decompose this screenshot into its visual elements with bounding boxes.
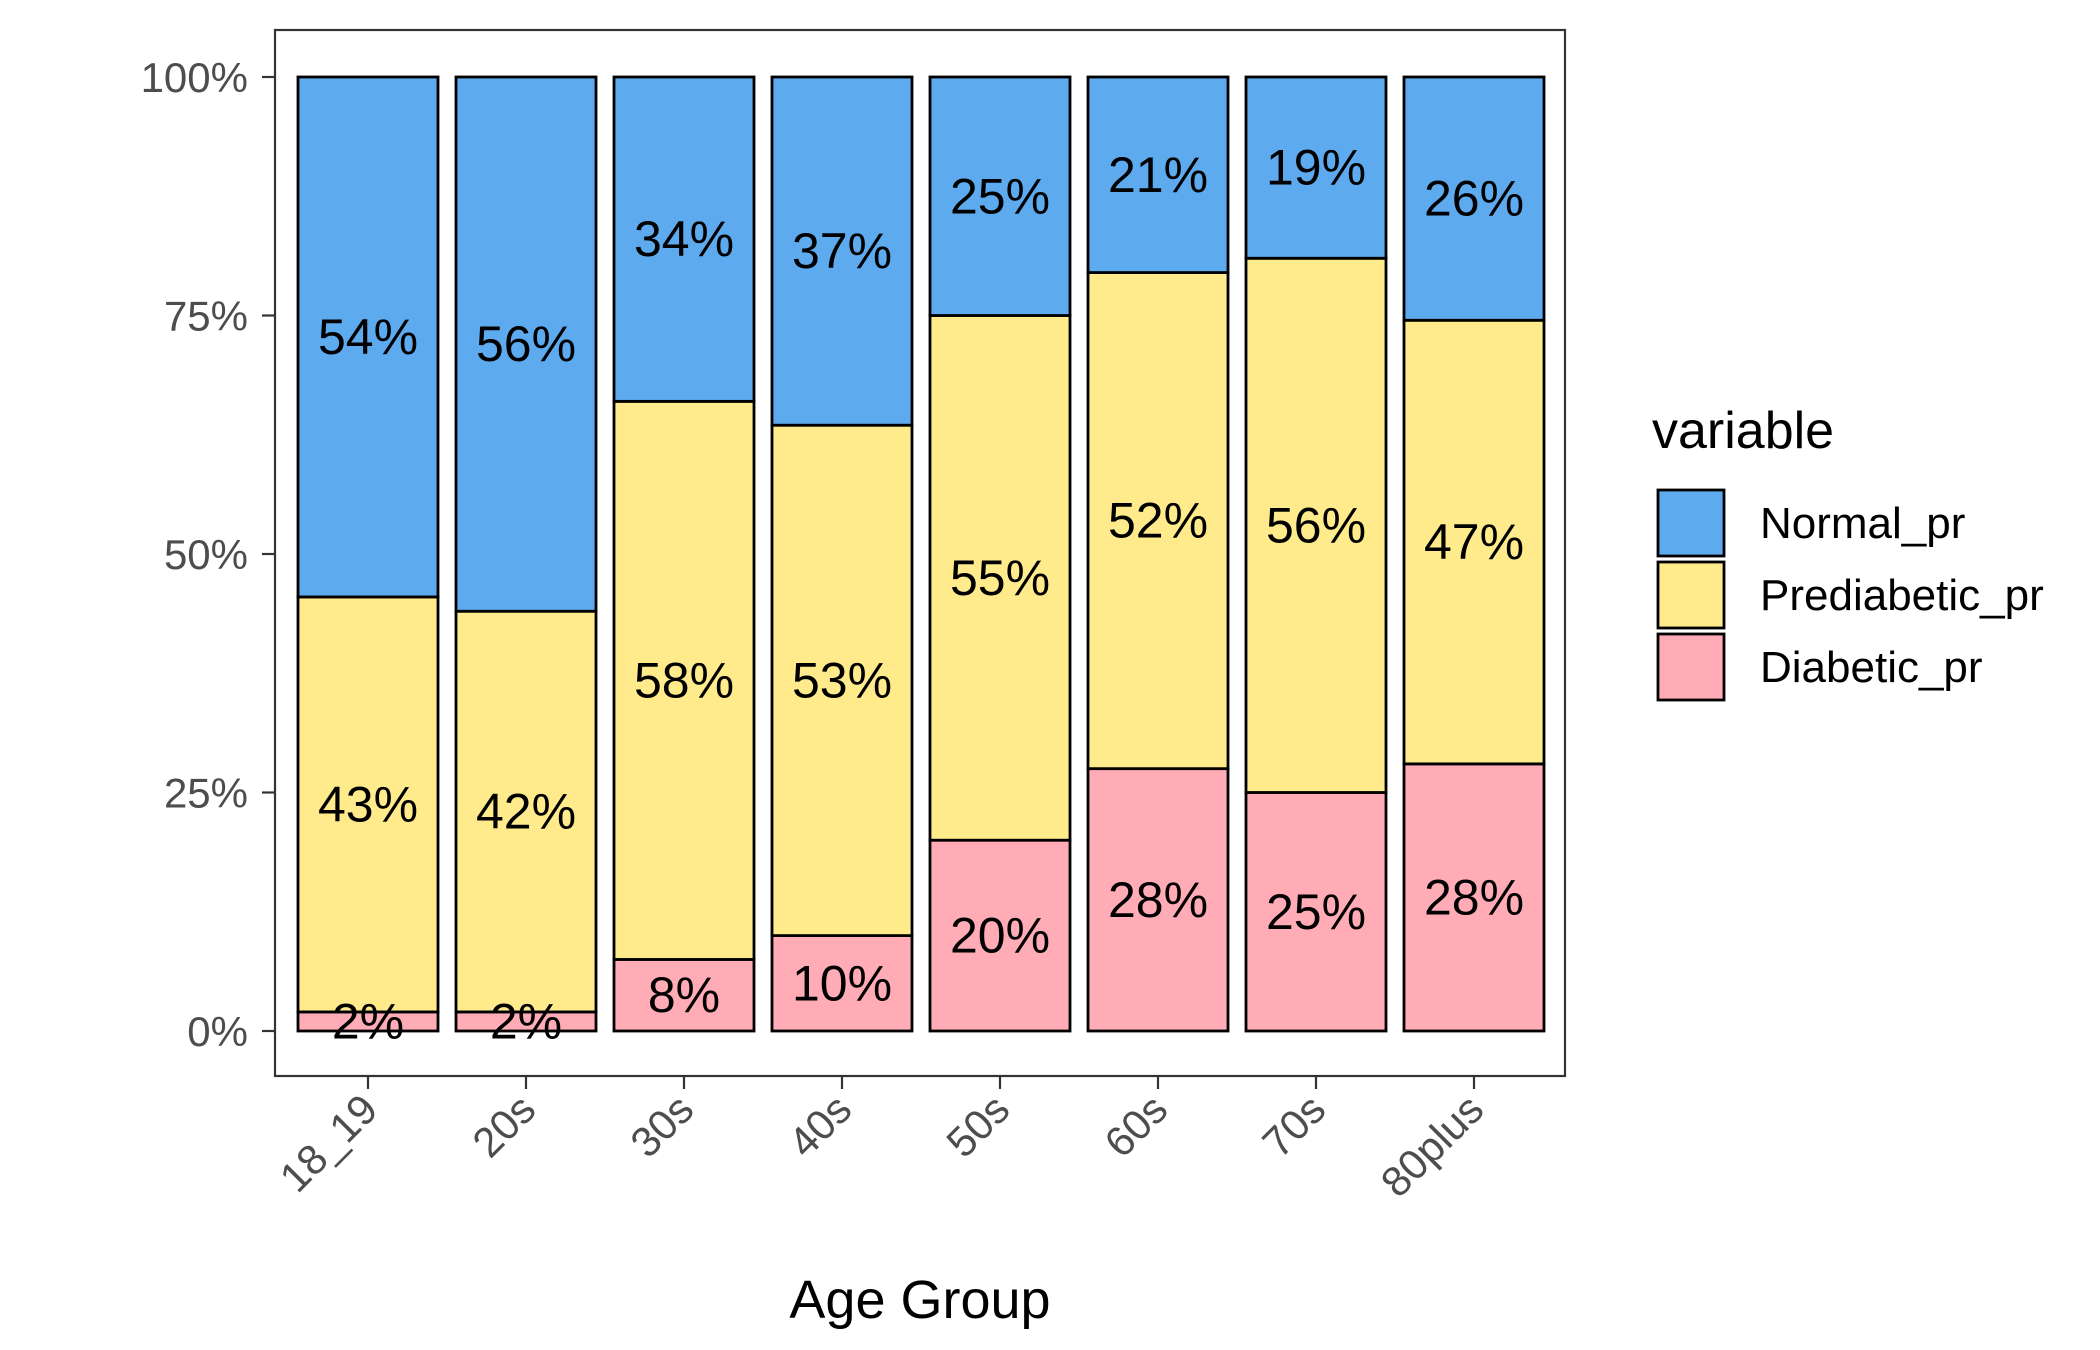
bar-segment-normal-pr-20s [454, 75, 598, 613]
bar-segment-normal-pr-80plus [1402, 75, 1546, 322]
y-tick-label: 0% [187, 1008, 248, 1055]
legend-label: Prediabetic_pr [1760, 571, 2044, 620]
data-label: 54% [318, 309, 418, 365]
data-label: 34% [634, 211, 734, 267]
bar-segment-prediabetic-pr-18-19 [296, 595, 440, 1014]
x-tick-label: 20s [463, 1085, 544, 1166]
legend-item-normal-pr: Normal_pr [1656, 488, 1965, 558]
bars-layer [296, 75, 1546, 1033]
y-tick-label: 75% [164, 293, 248, 340]
data-label: 28% [1108, 872, 1208, 928]
data-label: 52% [1108, 493, 1208, 549]
y-tick-label: 25% [164, 770, 248, 817]
y-tick-label: 100% [141, 54, 248, 101]
data-label: 20% [950, 908, 1050, 964]
bar-segment-normal-pr-30s [612, 75, 756, 403]
x-tick-label: 30s [621, 1085, 702, 1166]
data-label: 25% [950, 168, 1050, 224]
bar-labels-layer: 2% 43% 54% 2% 42% 56% 8% 58% 34% 10% 53% 37% 20% 55% 2… [318, 140, 1524, 1050]
y-tick-label: 50% [164, 531, 248, 578]
bar-segment-normal-pr-70s [1244, 75, 1388, 260]
legend-title: variable [1652, 402, 1834, 460]
legend-swatch [1656, 488, 1726, 558]
bar-segment-normal-pr-18-19 [296, 75, 440, 599]
bar-segment-prediabetic-pr-70s [1244, 256, 1388, 794]
data-label: 42% [476, 784, 576, 840]
bar-segment-prediabetic-pr-50s [928, 314, 1072, 842]
data-label: 43% [318, 776, 418, 832]
bar-segment-diabetic-pr-30s [612, 958, 756, 1033]
x-axis: 18_19 20s 30s 40s 50s 60s 70s 80plus [271, 1076, 1493, 1206]
legend-label: Diabetic_pr [1760, 643, 1983, 692]
bar-segment-prediabetic-pr-60s [1086, 271, 1230, 771]
x-tick-label: 18_19 [271, 1085, 387, 1201]
x-tick-label: 60s [1095, 1085, 1176, 1166]
bar-segment-prediabetic-pr-30s [612, 399, 756, 961]
y-axis: 0% 25% 50% 75% 100% [141, 54, 275, 1055]
bar-segment-prediabetic-pr-80plus [1402, 318, 1546, 766]
data-label: 21% [1108, 147, 1208, 203]
data-label: 56% [1266, 497, 1366, 553]
legend-swatch [1656, 632, 1726, 702]
bar-segment-diabetic-pr-50s [928, 838, 1072, 1033]
legend: variable Normal_pr Prediabetic_pr Diabetic… [1652, 402, 2044, 702]
data-label: 2% [490, 993, 562, 1049]
bar-segment-diabetic-pr-60s [1086, 767, 1230, 1033]
data-label: 25% [1266, 884, 1366, 940]
legend-item-diabetic-pr: Diabetic_pr [1656, 632, 1983, 702]
bar-segment-normal-pr-60s [1086, 75, 1230, 274]
data-label: 56% [476, 316, 576, 372]
data-label: 58% [634, 652, 734, 708]
data-label: 55% [950, 550, 1050, 606]
legend-item-prediabetic-pr: Prediabetic_pr [1656, 560, 2044, 630]
x-tick-label: 50s [937, 1085, 1018, 1166]
data-label: 10% [792, 955, 892, 1011]
data-label: 53% [792, 652, 892, 708]
data-label: 2% [332, 993, 404, 1049]
legend-items: Normal_pr Prediabetic_pr Diabetic_pr [1656, 488, 2044, 702]
bar-segment-diabetic-pr-40s [770, 934, 914, 1033]
legend-label: Normal_pr [1760, 499, 1965, 548]
data-label: 37% [792, 223, 892, 279]
data-label: 28% [1424, 869, 1524, 925]
x-tick-label: 70s [1253, 1085, 1334, 1166]
data-label: 19% [1266, 140, 1366, 196]
data-label: 47% [1424, 514, 1524, 570]
legend-swatch [1656, 560, 1726, 630]
x-tick-label: 40s [779, 1085, 860, 1166]
bar-segment-normal-pr-40s [770, 75, 914, 427]
x-axis-title: Age Group [789, 1270, 1050, 1330]
bar-segment-diabetic-pr-70s [1244, 791, 1388, 1033]
plot-area: 2% 43% 54% 2% 42% 56% 8% 58% 34% 10% 53% 37% 20% 55% 2… [273, 28, 1567, 1078]
data-label: 8% [648, 967, 720, 1023]
x-tick-label: 80plus [1372, 1085, 1493, 1206]
bar-segment-prediabetic-pr-20s [454, 609, 598, 1014]
data-label: 26% [1424, 171, 1524, 227]
bar-segment-normal-pr-50s [928, 75, 1072, 317]
